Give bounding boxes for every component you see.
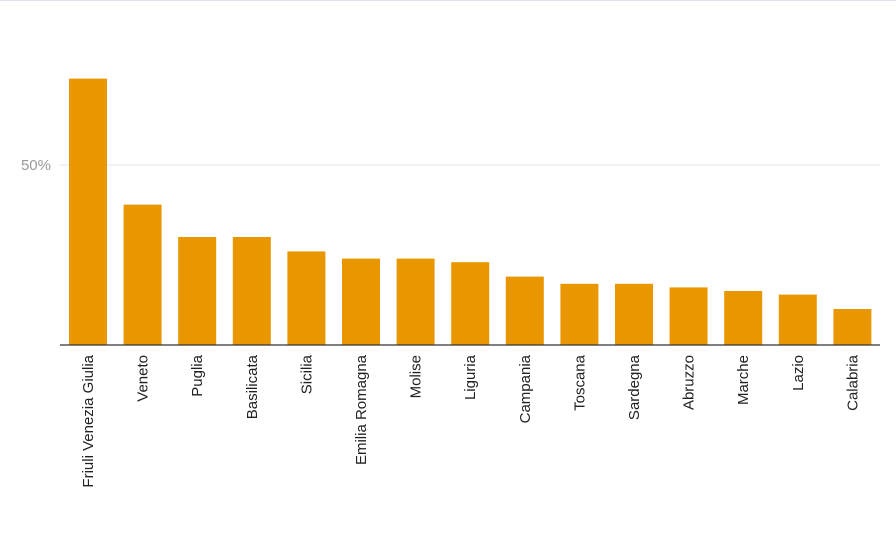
bar-campania <box>505 276 544 345</box>
y-axis-ticks: 50% <box>21 157 51 174</box>
x-category-label: Marche <box>735 355 752 405</box>
bar-abruzzo <box>669 287 708 345</box>
x-category-label: Calabria <box>844 354 861 411</box>
x-category-label: Toscana <box>571 354 588 411</box>
bar-sardegna <box>615 283 653 345</box>
x-category-label: Sardegna <box>626 354 643 420</box>
bar-molise <box>396 258 435 345</box>
x-axis-labels: Friuli Venezia Giulia Veneto Puglia Basilic… <box>80 354 861 487</box>
bar-puglia <box>178 237 217 345</box>
bar-calabria <box>833 309 872 345</box>
x-category-label: Friuli Venezia Giulia <box>80 354 97 487</box>
bars <box>69 78 872 345</box>
x-category-label: Molise <box>408 355 425 398</box>
x-category-label: Sicilia <box>298 354 315 394</box>
bar-basilicata <box>232 237 271 345</box>
bar-sicilia <box>287 251 326 345</box>
x-category-label: Emilia Romagna <box>353 354 370 465</box>
y-tick-label: 50% <box>21 157 51 174</box>
bar-friuli-venezia-giulia <box>69 78 107 345</box>
x-category-label: Abruzzo <box>681 355 698 410</box>
x-category-label: Puglia <box>189 354 206 396</box>
bar-toscana <box>560 283 599 345</box>
x-category-label: Lazio <box>790 355 807 391</box>
x-category-label: Basilicata <box>244 354 261 419</box>
x-category-label: Campania <box>517 354 534 423</box>
bar-emilia-romagna <box>342 258 380 345</box>
x-category-label: Liguria <box>462 354 479 400</box>
x-category-label: Veneto <box>135 355 152 402</box>
bar-marche <box>724 291 763 345</box>
bar-liguria <box>451 262 490 345</box>
bar-veneto <box>123 204 162 345</box>
bar-lazio <box>778 294 817 345</box>
